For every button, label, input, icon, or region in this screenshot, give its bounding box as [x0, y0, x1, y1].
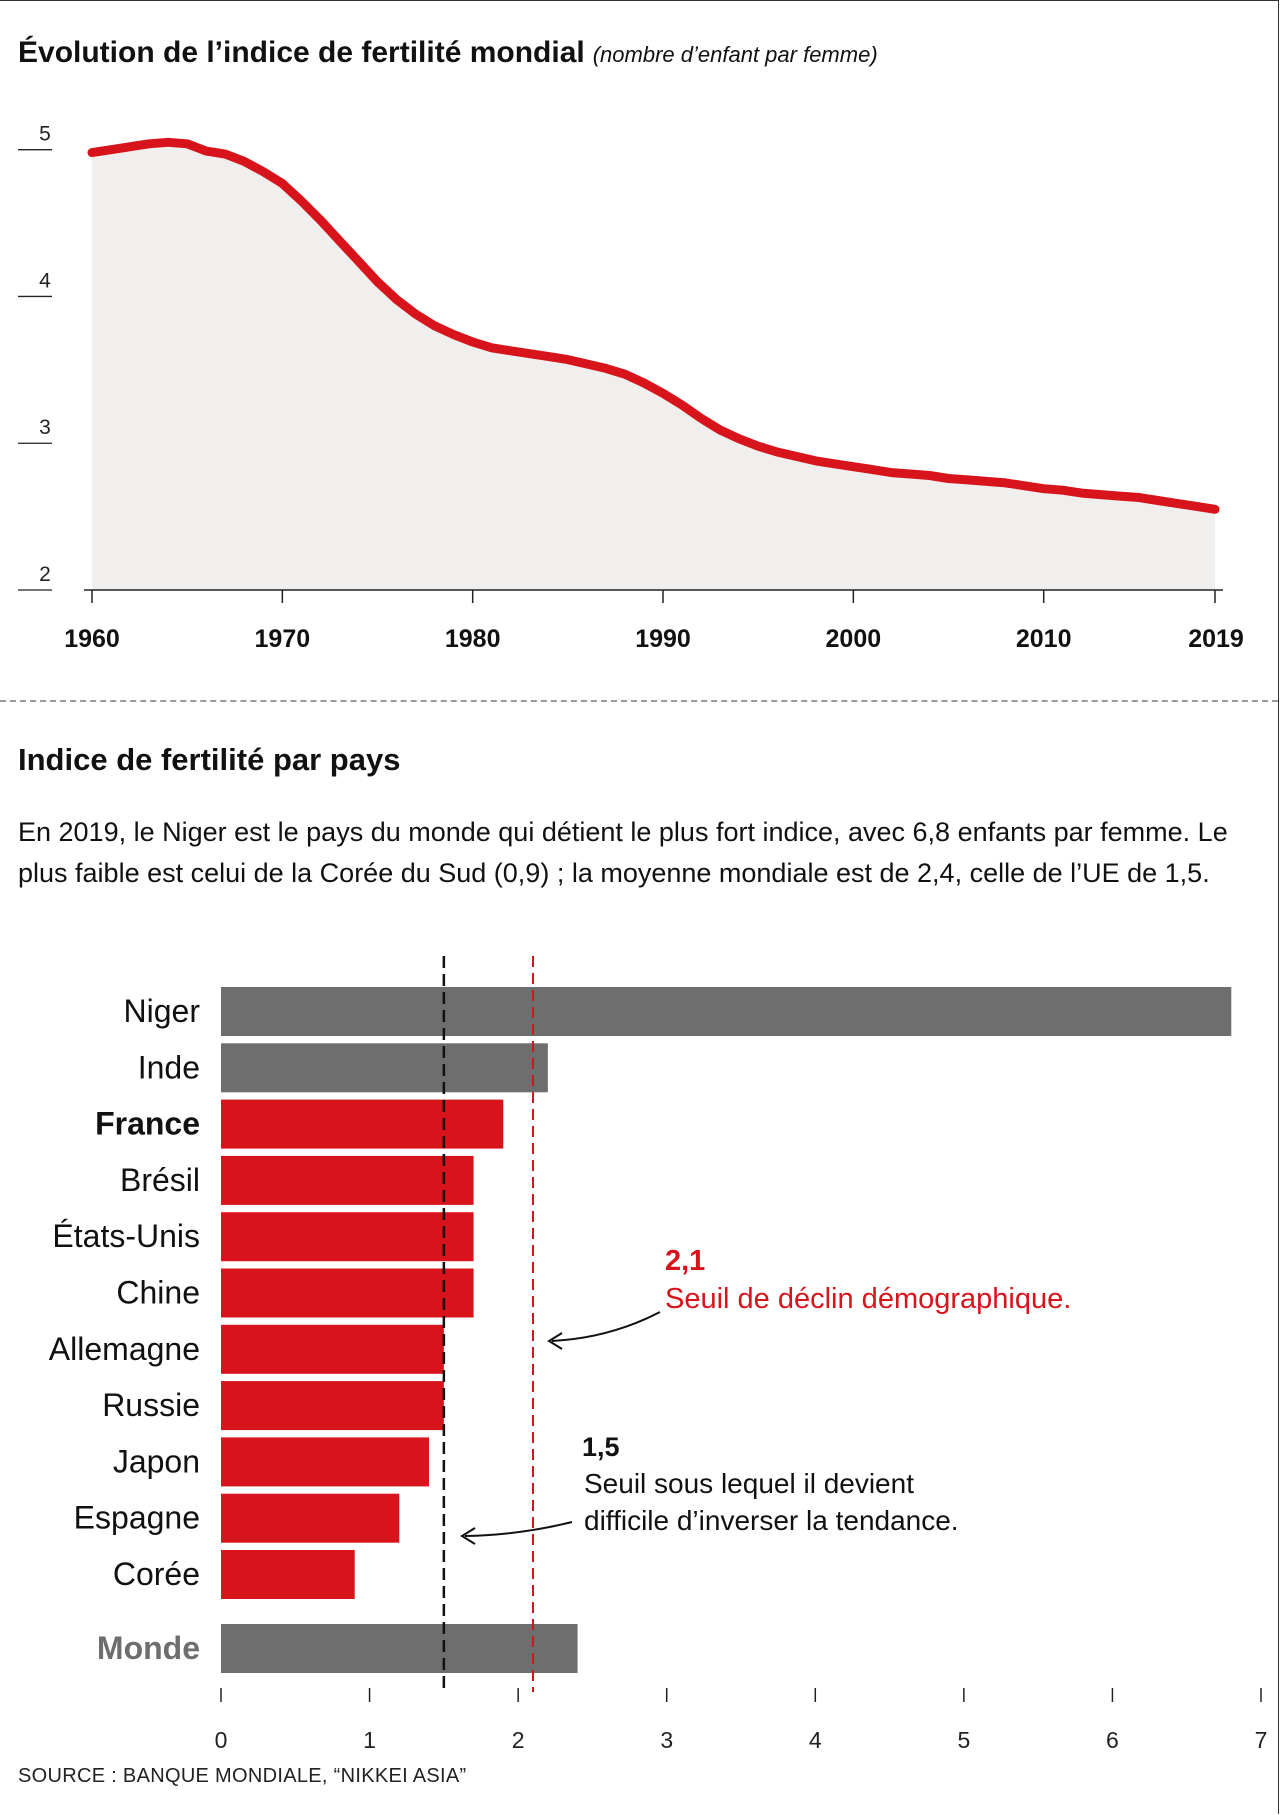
annotation-label-1-5-line1: Seuil sous lequel il devient	[584, 1468, 914, 1499]
bar	[221, 1493, 400, 1543]
x-tick-label: 1	[363, 1727, 376, 1753]
x-tick-label: 5	[957, 1727, 970, 1753]
y-tick-label: 2	[39, 563, 51, 586]
section-divider	[0, 700, 1278, 702]
source-note: SOURCE : BANQUE MONDIALE, “NIKKEI ASIA”	[18, 1765, 467, 1787]
y-tick-label: 4	[39, 269, 51, 292]
bar	[221, 1437, 429, 1487]
annotation-label-2-1: Seuil de déclin démographique.	[665, 1283, 1071, 1315]
annotation-arrowhead-2-1	[547, 1332, 563, 1350]
bar	[221, 1043, 548, 1093]
category-label: Espagne	[74, 1500, 200, 1536]
annotation-arrowhead-1-5	[460, 1527, 476, 1545]
x-tick-label: 1980	[445, 625, 501, 653]
bar	[221, 1155, 474, 1205]
chart-title: Évolution de l’indice de fertilité mondi…	[18, 36, 878, 70]
category-label: Inde	[138, 1049, 200, 1085]
category-label: Brésil	[120, 1162, 200, 1198]
y-tick-label: 5	[39, 123, 51, 146]
series-line	[87, 137, 1220, 514]
chart-subtitle: (nombre d’enfant par femme)	[592, 42, 878, 67]
x-tick-label: 2000	[826, 625, 882, 653]
y-tick-label: 3	[39, 416, 51, 439]
category-label: Niger	[124, 993, 201, 1029]
bar	[221, 1099, 504, 1149]
x-tick-label: 4	[809, 1727, 822, 1753]
description-text: En 2019, le Niger est le pays du monde q…	[18, 817, 1228, 888]
area-fill	[92, 142, 1215, 591]
category-label: Russie	[102, 1387, 200, 1423]
bar	[221, 1381, 444, 1431]
x-tick-label: 1960	[64, 625, 120, 653]
bar	[221, 1624, 578, 1673]
annotation-arrow-1-5	[464, 1521, 573, 1537]
category-label: Japon	[113, 1443, 200, 1479]
title-text: Évolution de l’indice de fertilité mondi…	[18, 36, 585, 69]
x-tick-label: 2	[512, 1727, 525, 1753]
x-tick-label: 0	[215, 1727, 228, 1753]
annotation-value-1-5: 1,5	[582, 1432, 620, 1462]
x-tick-label: 1990	[635, 625, 691, 653]
category-label: États-Unis	[52, 1218, 200, 1254]
annotation-arrow-2-1	[551, 1311, 661, 1342]
category-label: France	[95, 1106, 200, 1142]
bar	[221, 1268, 474, 1318]
x-tick-label: 7	[1255, 1727, 1268, 1753]
section-title: Indice de fertilité par pays	[18, 742, 401, 777]
category-label: Monde	[97, 1630, 200, 1666]
category-label: Corée	[113, 1556, 200, 1592]
category-label: Allemagne	[49, 1331, 200, 1367]
annotation-value-2-1: 2,1	[665, 1245, 705, 1277]
category-label: Chine	[116, 1275, 200, 1311]
bar	[221, 1212, 474, 1262]
bar-chart: Niger Inde France Brésil États-Unis Chine Alle…	[49, 956, 1268, 1753]
bar	[221, 987, 1232, 1036]
x-tick-label: 3	[660, 1727, 673, 1753]
x-tick-label: 1970	[255, 625, 311, 653]
x-tick-label: 2019	[1188, 625, 1244, 653]
annotation-label-1-5-line2: difficile d’inverser la tendance.	[584, 1505, 959, 1536]
line-chart: 2 3 4 5 1960 1970 1980 1990 2000 2010 2019	[18, 123, 1244, 653]
x-tick-label: 2010	[1016, 625, 1072, 653]
x-tick-label: 6	[1106, 1727, 1119, 1753]
bar	[221, 1550, 355, 1599]
bar	[221, 1324, 444, 1374]
